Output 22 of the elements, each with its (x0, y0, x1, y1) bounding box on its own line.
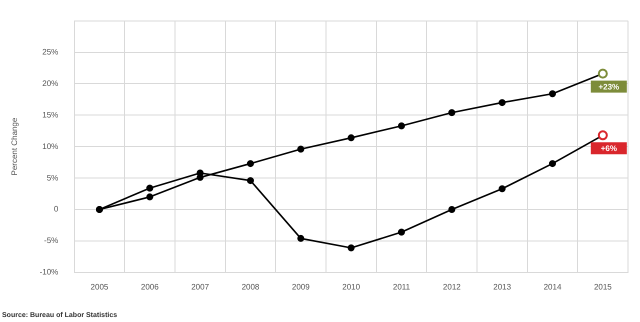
x-tick-label: 2005 (90, 282, 109, 292)
x-tick-label: 2008 (242, 282, 260, 292)
x-tick-label: 2012 (442, 282, 462, 292)
x-tick-label: 2011 (392, 282, 411, 292)
y-tick-label: 25% (42, 47, 58, 56)
x-tick-label: 2007 (191, 282, 210, 292)
y-tick-label: 20% (42, 78, 58, 88)
x-tick-label: 2013 (493, 282, 512, 292)
annotation: +6% (600, 144, 617, 153)
x-tick-label: 2014 (544, 282, 562, 292)
y-tick-label: 10% (42, 142, 58, 151)
x-tick-label: 2015 (594, 282, 612, 292)
x-tick-label: 2006 (140, 282, 160, 292)
x-tick-label: 2009 (292, 282, 310, 292)
y-tick-label: 15% (42, 110, 58, 120)
y-tick-label: 0 (54, 204, 59, 214)
y-axis-title: Percent Change (10, 117, 20, 176)
annotation: +23% (598, 82, 620, 92)
y-tick-label: -10% (40, 268, 58, 277)
y-tick-label: -5% (44, 236, 58, 246)
x-tick-label: 2010 (342, 282, 361, 292)
y-tick-label: 5% (46, 173, 58, 182)
